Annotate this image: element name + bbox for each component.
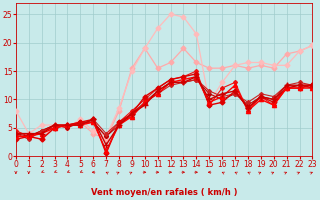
X-axis label: Vent moyen/en rafales ( km/h ): Vent moyen/en rafales ( km/h ) [91,188,237,197]
